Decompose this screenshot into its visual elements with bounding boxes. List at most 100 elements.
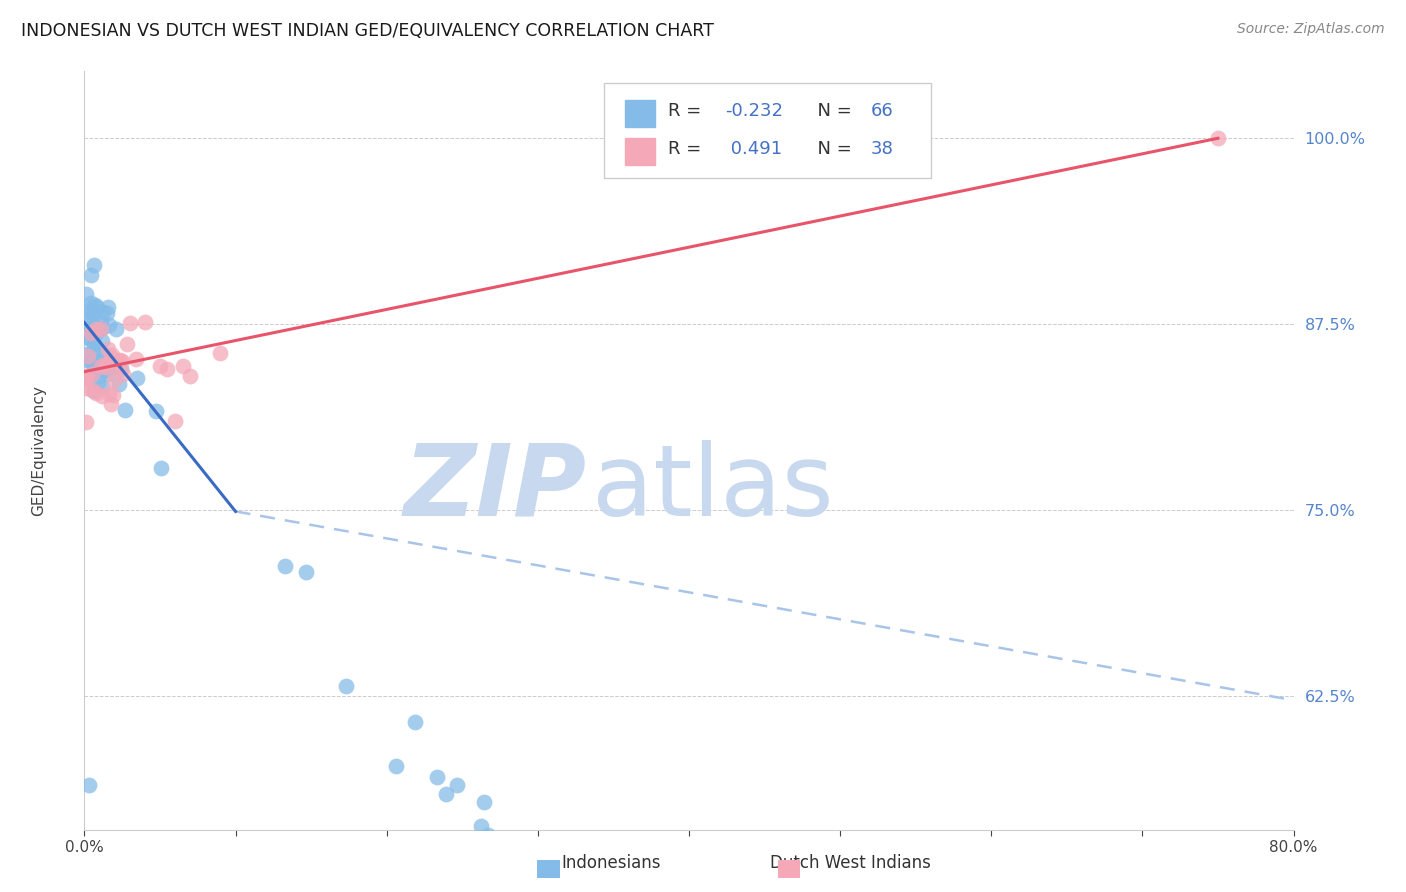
Point — [94, 357, 117, 371]
Point — [83, 297, 105, 311]
Point — [84, 321, 107, 335]
Point — [125, 371, 148, 385]
Point — [114, 402, 136, 417]
Point — [562, 884, 585, 892]
Point — [385, 759, 408, 773]
Point — [86, 326, 108, 340]
Point — [90, 315, 112, 329]
Point — [83, 324, 105, 338]
Point — [80, 305, 103, 319]
Point — [82, 383, 104, 397]
Point — [77, 331, 100, 345]
Point — [100, 348, 122, 362]
Point — [94, 359, 117, 374]
Point — [125, 352, 148, 367]
Point — [97, 387, 120, 401]
Point — [103, 373, 125, 387]
Point — [149, 359, 172, 373]
Point — [83, 258, 105, 272]
FancyBboxPatch shape — [624, 100, 655, 127]
Point — [94, 348, 117, 362]
Text: GED/Equivalency: GED/Equivalency — [31, 385, 46, 516]
Point — [82, 345, 104, 359]
Point — [80, 367, 103, 381]
Point — [1206, 131, 1229, 145]
Point — [446, 779, 468, 793]
Point — [77, 313, 100, 327]
Point — [83, 384, 105, 398]
Point — [86, 342, 108, 356]
Text: 66: 66 — [870, 102, 893, 120]
Point — [91, 320, 114, 334]
Point — [77, 354, 100, 368]
Point — [156, 362, 179, 376]
Text: R =: R = — [668, 140, 707, 158]
Point — [97, 318, 120, 332]
Point — [82, 321, 104, 335]
Point — [94, 363, 117, 377]
Text: 0.491: 0.491 — [725, 140, 782, 158]
Point — [80, 296, 103, 310]
Text: atlas: atlas — [592, 440, 834, 537]
Point — [110, 362, 132, 376]
Point — [83, 357, 105, 371]
Point — [90, 322, 112, 336]
Point — [110, 352, 132, 367]
Point — [87, 369, 110, 384]
Point — [96, 306, 118, 320]
Point — [105, 322, 128, 336]
Point — [86, 320, 108, 334]
Point — [79, 268, 101, 282]
Point — [434, 787, 457, 801]
Point — [477, 828, 499, 842]
Point — [76, 330, 98, 344]
Text: 38: 38 — [870, 140, 893, 158]
FancyBboxPatch shape — [624, 138, 655, 165]
Point — [77, 778, 100, 792]
Point — [179, 369, 201, 384]
Point — [83, 337, 105, 351]
Point — [97, 342, 120, 356]
Point — [77, 349, 100, 363]
Point — [145, 404, 167, 418]
Point — [83, 362, 105, 376]
Text: INDONESIAN VS DUTCH WEST INDIAN GED/EQUIVALENCY CORRELATION CHART: INDONESIAN VS DUTCH WEST INDIAN GED/EQUI… — [21, 22, 714, 40]
Text: ZIP: ZIP — [404, 440, 586, 537]
Point — [107, 354, 129, 368]
Point — [75, 347, 97, 361]
Point — [111, 368, 134, 382]
Point — [274, 559, 297, 574]
Point — [117, 337, 139, 351]
Text: Dutch West Indians: Dutch West Indians — [770, 855, 931, 872]
Point — [87, 376, 110, 390]
Point — [107, 376, 129, 391]
Point — [90, 389, 112, 403]
Text: Source: ZipAtlas.com: Source: ZipAtlas.com — [1237, 22, 1385, 37]
Point — [404, 714, 426, 729]
Point — [100, 351, 122, 365]
Point — [97, 353, 120, 368]
Point — [84, 362, 107, 376]
Point — [335, 679, 357, 693]
Point — [165, 414, 187, 428]
Text: -0.232: -0.232 — [725, 102, 783, 120]
Point — [90, 380, 112, 394]
Point — [80, 326, 103, 341]
Point — [101, 388, 124, 402]
Text: Indonesians: Indonesians — [562, 855, 661, 872]
Point — [118, 316, 141, 330]
Point — [470, 819, 492, 833]
Point — [75, 371, 97, 385]
Point — [111, 354, 134, 368]
Point — [80, 312, 103, 326]
Point — [75, 415, 97, 429]
FancyBboxPatch shape — [605, 83, 931, 178]
Point — [209, 346, 232, 360]
Point — [97, 301, 120, 315]
Point — [86, 300, 108, 314]
Point — [80, 353, 103, 368]
Point — [83, 306, 105, 320]
Point — [84, 386, 107, 401]
Point — [134, 315, 156, 329]
Point — [76, 323, 98, 337]
